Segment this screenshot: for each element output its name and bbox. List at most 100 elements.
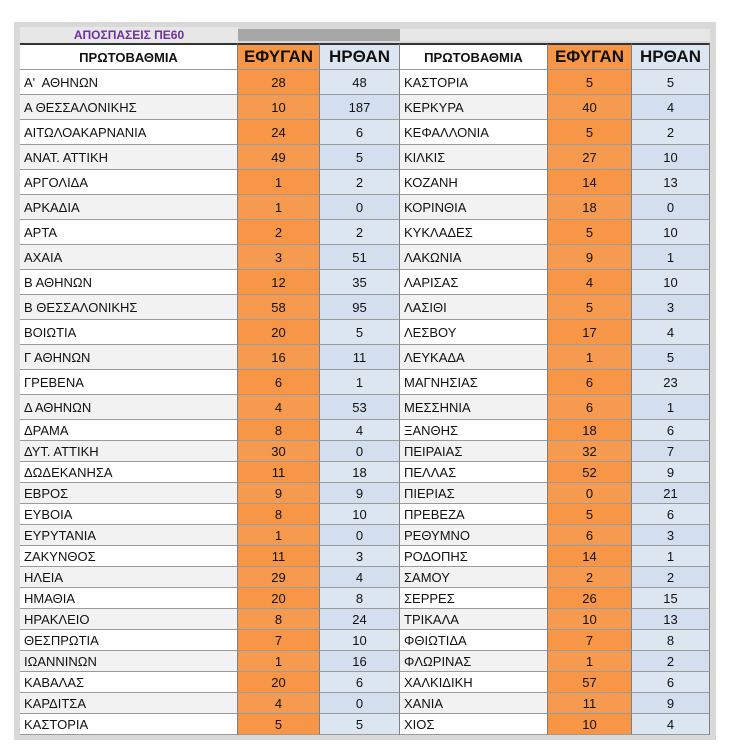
count: 14 [548,170,632,195]
count: 10 [320,630,400,651]
region-name: ΧΑΝΙΑ [400,693,548,714]
region-name: ΣΕΡΡΕΣ [400,588,548,609]
count: 8 [238,420,320,441]
count: 30 [238,441,320,462]
count: 1 [238,525,320,546]
count: 6 [548,395,632,420]
count: 6 [320,120,400,145]
count: 1 [632,245,710,270]
region-name: ΦΘΙΩΤΙΔΑ [400,630,548,651]
header-bar [400,29,710,41]
count: 40 [548,95,632,120]
region-name: Β ΑΘΗΝΩΝ [20,270,238,295]
region-name: Β ΘΕΣΣΑΛΟΝΙΚΗΣ [20,295,238,320]
region-name: ΚΑΣΤΟΡΙΑ [400,70,548,95]
region-name: ΡΕΘΥΜΝΟ [400,525,548,546]
count: 3 [238,245,320,270]
region-name: ΠΕΛΛΑΣ [400,462,548,483]
region-name: ΙΩΑΝΝΙΝΩΝ [20,651,238,672]
count: 1 [238,195,320,220]
count: 4 [238,693,320,714]
count: 29 [238,567,320,588]
region-name: ΤΡΙΚΑΛΑ [400,609,548,630]
count: 4 [632,320,710,345]
count: 9 [238,483,320,504]
count: 17 [548,320,632,345]
count: 5 [320,320,400,345]
count: 16 [320,651,400,672]
count: 28 [238,70,320,95]
region-name: ΛΑΣΙΘΙ [400,295,548,320]
count: 5 [548,220,632,245]
count: 2 [320,170,400,195]
count: 2 [320,220,400,245]
count: 21 [632,483,710,504]
count: 27 [548,145,632,170]
count: 6 [548,525,632,546]
count: 13 [632,170,710,195]
count: 26 [548,588,632,609]
column-header: ΗΡΘΑΝ [632,43,710,70]
count: 23 [632,370,710,395]
count: 10 [632,220,710,245]
column-header: ΕΦΥΓΑΝ [238,43,320,70]
count: 10 [632,145,710,170]
region-name: ΚΕΡΚΥΡΑ [400,95,548,120]
region-name: ΚΕΦΑΛΛΟΝΙΑ [400,120,548,145]
count: 8 [632,630,710,651]
region-name: ΧΑΛΚΙΔΙΚΗ [400,672,548,693]
count: 1 [548,345,632,370]
count: 10 [632,270,710,295]
count: 8 [238,609,320,630]
count: 3 [320,546,400,567]
count: 1 [632,546,710,567]
column-header: ΕΦΥΓΑΝ [548,43,632,70]
count: 9 [320,483,400,504]
count: 9 [548,245,632,270]
region-name: ΗΡΑΚΛΕΙΟ [20,609,238,630]
region-name: ΔΥΤ. ΑΤΤΙΚΗ [20,441,238,462]
region-name: ΦΛΩΡΙΝΑΣ [400,651,548,672]
region-name: ΑΡΚΑΔΙΑ [20,195,238,220]
count: 6 [320,672,400,693]
count: 10 [238,95,320,120]
count: 11 [548,693,632,714]
region-name: ΜΑΓΝΗΣΙΑΣ [400,370,548,395]
region-name: ΠΙΕΡΙΑΣ [400,483,548,504]
region-name: ΒΟΙΩΤΙΑ [20,320,238,345]
region-name: ΘΕΣΠΡΩΤΙΑ [20,630,238,651]
region-name: Γ ΑΘΗΝΩΝ [20,345,238,370]
region-name: Α' ΑΘΗΝΩΝ [20,70,238,95]
count: 95 [320,295,400,320]
region-name: ΠΡΕΒΕΖΑ [400,504,548,525]
count: 5 [320,145,400,170]
region-name: Α ΘΕΣΣΑΛΟΝΙΚΗΣ [20,95,238,120]
count: 6 [632,672,710,693]
count: 0 [320,693,400,714]
column-header: ΗΡΘΑΝ [320,43,400,70]
count: 1 [548,651,632,672]
count: 11 [320,345,400,370]
count: 52 [548,462,632,483]
region-name: ΑΝΑΤ. ΑΤΤΙΚΗ [20,145,238,170]
count: 12 [238,270,320,295]
count: 9 [632,462,710,483]
count: 10 [548,714,632,735]
count: 1 [320,370,400,395]
region-name: ΑΙΤΩΛΟΑΚΑΡΝΑΝΙΑ [20,120,238,145]
count: 35 [320,270,400,295]
count: 18 [320,462,400,483]
count: 5 [548,120,632,145]
count: 24 [320,609,400,630]
region-name: ΜΕΣΣΗΝΙΑ [400,395,548,420]
region-name: ΚΑΡΔΙΤΣΑ [20,693,238,714]
region-name: ΡΟΔΟΠΗΣ [400,546,548,567]
count: 8 [238,504,320,525]
count: 1 [238,170,320,195]
region-name: ΛΕΥΚΑΔΑ [400,345,548,370]
count: 4 [320,567,400,588]
count: 5 [632,345,710,370]
count: 5 [320,714,400,735]
count: 11 [238,546,320,567]
